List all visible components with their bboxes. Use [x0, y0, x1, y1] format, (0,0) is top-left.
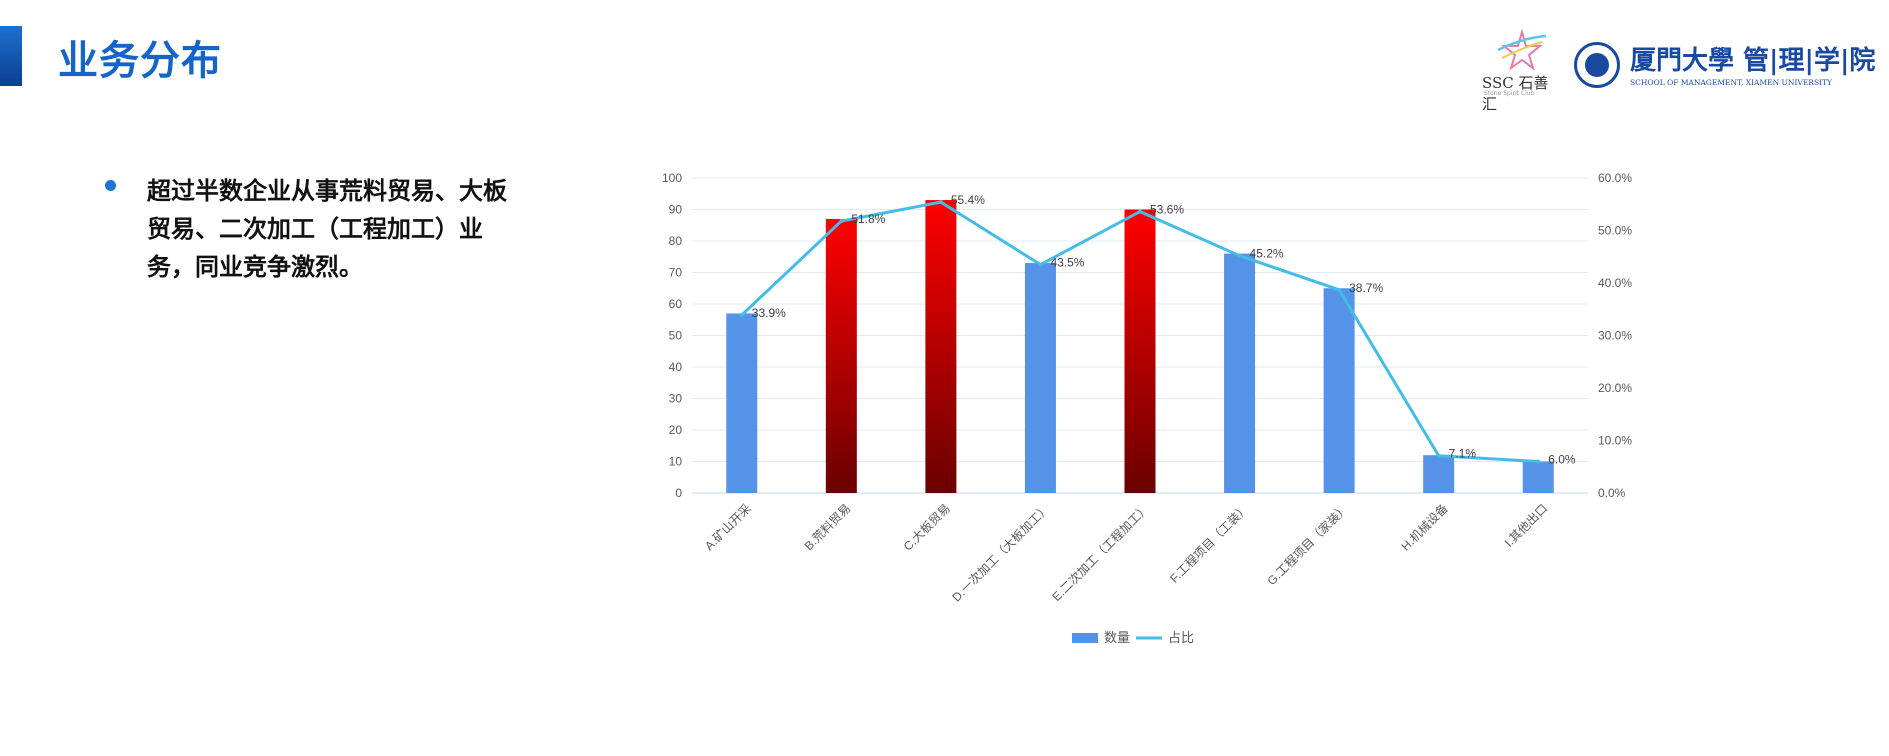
- star-logo-icon: [1497, 28, 1547, 71]
- data-label: 7.1%: [1449, 447, 1477, 461]
- y-left-tick-label: 30: [669, 392, 683, 406]
- x-tick-label: E.二次加工（工程加工）: [1049, 501, 1152, 604]
- line-point: [1436, 453, 1441, 458]
- y-right-tick-label: 60.0%: [1598, 171, 1632, 185]
- y-left-tick-label: 100: [662, 171, 682, 185]
- line-point: [938, 200, 943, 205]
- legend-label: 数量: [1104, 630, 1130, 645]
- y-left-tick-label: 0: [675, 486, 682, 500]
- bullet-list: 超过半数企业从事荒料贸易、大板贸易、二次加工（工程加工）业务，同业竞争激烈。: [105, 172, 525, 286]
- bar: [1124, 209, 1156, 493]
- line-point: [839, 219, 844, 224]
- y-left-tick-label: 60: [669, 297, 683, 311]
- line-point: [739, 313, 744, 318]
- data-label: 51.8%: [851, 212, 885, 226]
- university-seal-icon: [1574, 42, 1620, 88]
- data-label: 6.0%: [1548, 453, 1576, 467]
- page-title: 业务分布: [58, 38, 222, 84]
- y-right-tick-label: 0.0%: [1598, 486, 1626, 500]
- data-label: 53.6%: [1150, 203, 1184, 217]
- y-left-tick-label: 80: [669, 234, 683, 248]
- y-right-tick-label: 20.0%: [1598, 381, 1632, 395]
- y-right-tick-label: 10.0%: [1598, 434, 1632, 448]
- y-right-tick-label: 40.0%: [1598, 276, 1632, 290]
- bar: [825, 218, 857, 493]
- bar: [1423, 455, 1455, 493]
- business-distribution-chart: 0 10 20 30 40 50 60 70 80 90 100 0.0% 10.0% 20.0% 30.0…: [662, 171, 1632, 645]
- y-left-tick-label: 50: [669, 329, 683, 343]
- x-tick-label: C.大板贸易: [901, 501, 953, 553]
- x-tick-label: H.机械设备: [1398, 501, 1451, 554]
- x-tick-label: F.工程项目（工装）: [1167, 501, 1252, 586]
- y-left-tick-label: 40: [669, 360, 683, 374]
- bar: [726, 313, 758, 493]
- x-tick-label: I.其他出口: [1502, 501, 1551, 550]
- y-left-tick-label: 90: [669, 203, 683, 217]
- x-tick-label: D.一次加工（大板加工）: [949, 501, 1052, 604]
- y-right-tick-label: 50.0%: [1598, 224, 1632, 238]
- data-label: 45.2%: [1250, 247, 1284, 261]
- y-left-tick-label: 70: [669, 266, 683, 280]
- data-label: 38.7%: [1349, 281, 1383, 295]
- legend-label: 占比: [1168, 630, 1194, 645]
- line-point: [1038, 262, 1043, 267]
- line-point: [1237, 253, 1242, 258]
- line-point: [1337, 287, 1342, 292]
- bar: [1522, 461, 1554, 493]
- xmu-school-name: SCHOOL OF MANAGEMENT, XIAMEN UNIVERSITY: [1630, 78, 1832, 87]
- bar: [1323, 288, 1355, 493]
- data-label: 55.4%: [951, 193, 985, 207]
- xmu-name: 厦門大學 管|理|学|院: [1630, 46, 1876, 76]
- x-tick-label: A.矿山开采: [702, 501, 754, 553]
- y-left-tick-label: 20: [669, 423, 683, 437]
- line-point: [1536, 459, 1541, 464]
- y-right-tick-label: 30.0%: [1598, 329, 1632, 343]
- bullet-dot: [105, 180, 116, 191]
- ssc-logo: SSC 石善汇 Stone Spirit Club: [1480, 28, 1562, 113]
- x-tick-label: G.工程项目（家装）: [1264, 501, 1351, 588]
- bar: [925, 200, 957, 494]
- ssc-logo-text: SSC 石善汇: [1482, 74, 1549, 113]
- line-point: [1138, 209, 1142, 214]
- legend-bar-swatch: [1072, 633, 1098, 643]
- title-accent-bar: [0, 26, 22, 86]
- x-tick-label: B.荒料贸易: [802, 501, 854, 553]
- bullet-text: 超过半数企业从事荒料贸易、大板贸易、二次加工（工程加工）业务，同业竞争激烈。: [147, 177, 507, 281]
- xmu-logo: 厦門大學 管|理|学|院 SCHOOL OF MANAGEMENT, XIAME…: [1574, 40, 1876, 96]
- data-label: 33.9%: [752, 306, 786, 320]
- y-left-tick-label: 10: [669, 455, 683, 469]
- data-label: 43.5%: [1050, 256, 1084, 270]
- bar: [1024, 263, 1056, 493]
- ssc-logo-subtext: Stone Spirit Club: [1484, 90, 1535, 97]
- bar: [1224, 253, 1256, 493]
